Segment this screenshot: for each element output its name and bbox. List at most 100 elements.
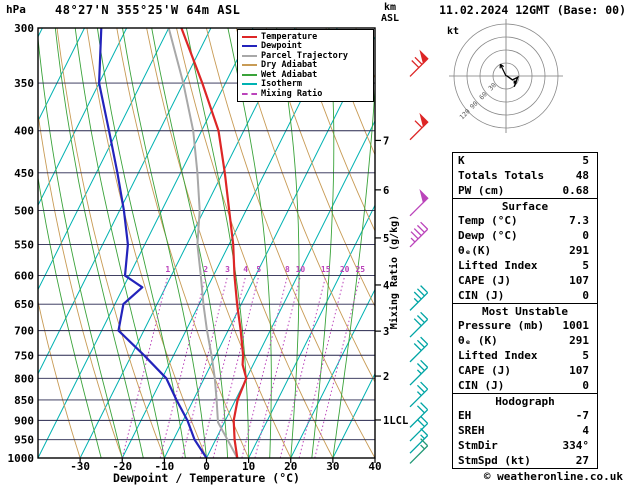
- isotherm-line: [38, 28, 254, 458]
- mixing-ratio-line: [241, 275, 288, 458]
- mixing-ratio-line: [254, 275, 301, 458]
- table-row-label: Pressure (mb): [458, 319, 545, 332]
- pressure-tick-label: 450: [14, 167, 34, 180]
- mixing-ratio-label: 25: [355, 265, 365, 274]
- pressure-tick-label: 950: [14, 434, 34, 447]
- wind-barb-staff: [409, 343, 429, 363]
- wind-barb: [409, 311, 429, 338]
- isotherm-line: [332, 372, 375, 458]
- mixing-ratio-line: [181, 275, 229, 458]
- wind-barb-full: [413, 228, 422, 237]
- legend-label: Dry Adiabat: [261, 60, 318, 71]
- table-row-label: PW (cm): [458, 184, 505, 197]
- temp-tick-label: -10: [154, 460, 174, 473]
- wind-barb-staff: [409, 409, 429, 428]
- pressure-axis-unit: hPa: [6, 3, 26, 16]
- isotherm-line: [38, 28, 212, 375]
- wind-barb-full: [420, 427, 429, 436]
- storm-motion-arrowhead: [500, 63, 504, 68]
- legend-swatch: [242, 45, 257, 48]
- hodograph-ring: [466, 36, 546, 116]
- mixing-ratio-label: 20: [340, 265, 350, 274]
- legend-label: Parcel Trajectory: [261, 50, 348, 61]
- mixing-ratio-line: [279, 275, 327, 458]
- table-row-label: Dewp (°C): [458, 229, 518, 242]
- km-tick-label: 7: [383, 135, 389, 147]
- legend-item: Wet Adiabat: [242, 70, 373, 80]
- table-section-header: Surface: [453, 198, 597, 213]
- wind-barb-full: [420, 311, 429, 320]
- mixing-ratio-label: 15: [321, 265, 331, 274]
- table-row-label: CAPE (J): [458, 274, 511, 287]
- wind-barb-full: [416, 405, 425, 414]
- wind-barb-full: [414, 120, 423, 129]
- table-row-value: 0: [582, 289, 589, 302]
- altitude-axis-unit: km ASL: [378, 2, 402, 24]
- pressure-tick-label: 800: [14, 372, 34, 385]
- table-row: StmDir 334°: [453, 438, 597, 453]
- table-row-value: 5: [582, 154, 589, 167]
- wind-barb-full: [413, 291, 422, 300]
- dry-adiabat-line: [56, 28, 165, 458]
- table-row-label: Lifted Index: [458, 259, 538, 272]
- legend-label: Mixing Ratio: [261, 88, 323, 99]
- pressure-tick-label: 500: [14, 204, 34, 217]
- hodograph-ring: [479, 49, 533, 103]
- pressure-tick-label: 550: [14, 238, 34, 251]
- legend-item: Temperature: [242, 32, 373, 42]
- table-row-label: SREH: [458, 424, 485, 437]
- table-row-label: K: [458, 154, 465, 167]
- mixing-ratio-line: [212, 275, 260, 458]
- hodograph-marker: [513, 80, 517, 84]
- legend: Temperature Dewpoint Parcel Trajectory Dry …: [237, 29, 374, 102]
- temp-tick-label: -30: [70, 460, 90, 473]
- wind-barb-full: [420, 336, 429, 345]
- wind-barb-full: [413, 343, 422, 352]
- wind-barb-half: [410, 237, 416, 243]
- wind-barb-full: [416, 419, 425, 428]
- wind-barb-full: [420, 221, 429, 230]
- table-row-value: 0.68: [562, 184, 590, 197]
- legend-item: Mixing Ratio: [242, 89, 373, 99]
- series-parcel-trajectory: [167, 28, 239, 458]
- table-row-label: CIN (J): [458, 289, 505, 302]
- pressure-tick-label: 1000: [8, 452, 35, 465]
- wind-barb-full: [416, 224, 425, 233]
- mixing-ratio-label: 8: [285, 265, 290, 274]
- table-row-value: 107: [569, 364, 589, 377]
- legend-label: Temperature: [261, 31, 318, 42]
- wind-barb-full: [416, 288, 425, 297]
- pressure-tick-label: 300: [14, 22, 34, 35]
- wind-barb: [409, 381, 429, 408]
- wind-barb-half: [413, 297, 419, 303]
- table-row: θₑ (K) 291: [453, 333, 597, 348]
- hodograph-ring-label: 90: [468, 100, 479, 111]
- wind-barb-staff: [409, 445, 429, 464]
- table-row: PW (cm) 0.68: [453, 183, 597, 198]
- temperature-axis-label: Dewpoint / Temperature (°C): [113, 471, 300, 485]
- mixing-ratio-label: 1: [165, 265, 170, 274]
- hodograph-ring-label: 60: [478, 90, 489, 101]
- plot-border: [37, 27, 376, 459]
- wind-barb: [409, 112, 429, 141]
- table-section-header: Hodograph: [453, 393, 597, 408]
- wind-barb-staff: [409, 366, 429, 386]
- table-row: Temp (°C) 7.3: [453, 213, 597, 228]
- table-row-value: 7.3: [569, 214, 589, 227]
- legend-swatch: [242, 73, 257, 76]
- wind-barb-flag: [419, 188, 429, 204]
- wind-barb: [409, 359, 429, 386]
- legend-item: Dewpoint: [242, 41, 373, 51]
- km-tick-label: 4: [383, 280, 389, 292]
- wind-barb: [409, 415, 429, 442]
- table-row-value: 4: [582, 424, 589, 437]
- temp-tick-label: 20: [284, 460, 297, 473]
- mixing-ratio-line: [314, 275, 361, 458]
- table-row: Totals Totals 48: [453, 168, 597, 183]
- series-dewpoint: [98, 28, 208, 458]
- km-tick-label: 3: [383, 326, 389, 338]
- table-row-label: Lifted Index: [458, 349, 538, 362]
- storm-motion-arrow: [499, 64, 507, 77]
